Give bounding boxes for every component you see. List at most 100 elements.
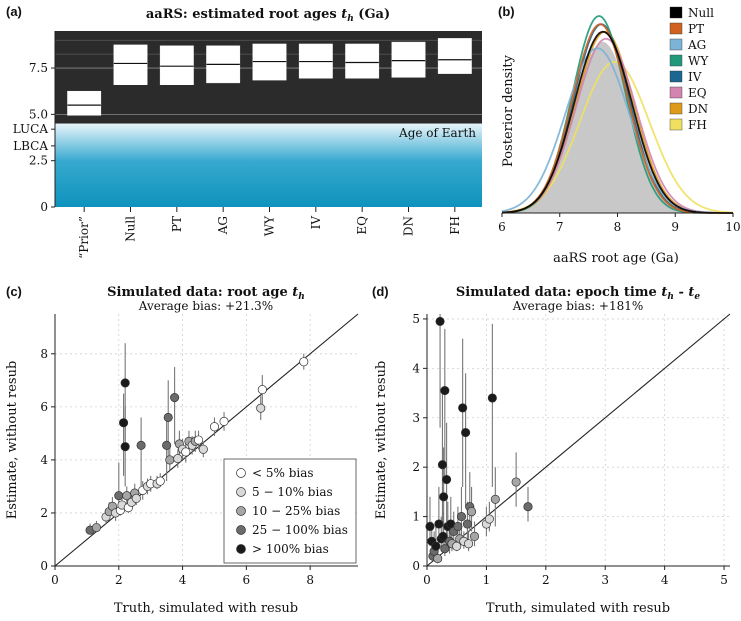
- panel-c-y-tick-label: 8: [40, 347, 48, 361]
- legend-label-ag: AG: [687, 38, 706, 52]
- panel-b: (b) 6 7 8 9 10 Posterior density aaRS root a…: [498, 4, 741, 266]
- panel-c-point: [91, 522, 102, 533]
- panel-d-point: [523, 502, 533, 512]
- panel-c-x-tick-label: 2: [115, 573, 123, 587]
- box-eq: [345, 43, 380, 79]
- panel-a-x-tick-label: AG: [216, 216, 230, 235]
- panel-c-point: [131, 493, 141, 503]
- panel-d-point: [431, 541, 441, 551]
- legend-label-pt: PT: [688, 22, 704, 36]
- legend-marker-bin-0: [236, 468, 246, 478]
- panel-a-label: (a): [6, 4, 22, 19]
- panel-c: (c) Simulated data: root age th Average …: [5, 284, 359, 616]
- panel-a-x-tick-label: DN: [402, 216, 416, 236]
- box-pt: [159, 45, 194, 85]
- panel-d-x-tick-label: 4: [661, 573, 669, 587]
- panel-d-y-tick-label: 3: [412, 411, 420, 425]
- panel-d-point: [458, 403, 468, 413]
- panel-a-x-tick-label: PT: [170, 216, 184, 232]
- panel-c-legend: < 5% bias 5 − 10% bias 10 − 25% bias 25 − 1…: [223, 458, 357, 564]
- box-prior: [67, 90, 102, 116]
- panel-c-x-tick-label: 8: [306, 573, 314, 587]
- legend-swatch-eq: [669, 86, 683, 99]
- legend-label-fh: FH: [688, 118, 707, 132]
- panel-d-point: [461, 428, 471, 438]
- panel-a-x-tick-label: IV: [309, 216, 323, 230]
- panel-d-y-tick-label: 0: [412, 559, 420, 573]
- panel-d: (d) Simulated data: epoch time th - te A…: [372, 284, 731, 616]
- panel-d-title: Simulated data: epoch time th - te: [456, 285, 701, 302]
- panel-c-point: [155, 476, 165, 486]
- panel-d-point: [469, 531, 480, 541]
- panel-c-point: [209, 422, 220, 432]
- age-of-earth-band: [55, 123, 482, 207]
- panel-d-x-tick-label: 5: [720, 573, 728, 587]
- panel-d-subtitle: Average bias: +181%: [512, 299, 644, 313]
- panel-d-point: [435, 316, 445, 326]
- panel-d-y-label: Estimate, without resub: [374, 361, 389, 520]
- panel-a-x-tick-label: WY: [263, 215, 277, 236]
- panel-d-x-tick-label: 3: [601, 573, 609, 587]
- panel-c-point: [120, 378, 130, 388]
- legend-label-bin-1: 5 − 10% bias: [252, 485, 333, 499]
- panel-d-x-tick-label: 1: [483, 573, 491, 587]
- panel-d-point: [437, 460, 447, 470]
- panel-c-x-tick-label: 6: [243, 573, 251, 587]
- panel-d-point: [442, 474, 452, 485]
- panel-c-point: [136, 440, 146, 450]
- legend-label-null: Null: [688, 6, 714, 20]
- legend-swatch-wy: [669, 54, 683, 67]
- legend-label-bin-2: 10 − 25% bias: [252, 504, 340, 518]
- panel-a-y-tick-label: 7.5: [29, 61, 48, 75]
- panel-d-label: (d): [372, 284, 389, 299]
- panel-c-point: [193, 435, 204, 445]
- panel-c-point: [181, 447, 191, 457]
- panel-c-y-tick-label: 2: [40, 506, 48, 520]
- legend-swatch-iv: [669, 70, 683, 83]
- panel-a-y-tick-label: 5.0: [29, 107, 48, 121]
- legend-marker-bin-4: [236, 544, 246, 554]
- panel-c-x-label: Truth, simulated with resub: [114, 601, 298, 616]
- panel-c-y-tick-label: 6: [40, 400, 48, 414]
- panel-b-y-label: Posterior density: [501, 54, 516, 167]
- panel-c-identity-line: [54, 313, 359, 567]
- panel-d-identity-line: [426, 313, 731, 567]
- panel-d-point: [433, 554, 443, 564]
- panel-c-point: [120, 442, 130, 452]
- panel-b-legend: Null PT AG WY IV EQ DN FH: [669, 6, 714, 132]
- panel-c-title: Simulated data: root age th: [107, 285, 305, 302]
- legend-swatch-null: [669, 6, 683, 19]
- panel-c-point: [162, 440, 172, 450]
- panel-c-point: [256, 403, 266, 413]
- density-curve-null: [501, 30, 733, 214]
- panel-c-point: [173, 454, 183, 464]
- panel-d-point: [425, 521, 435, 532]
- panel-a: (a) aaRS: estimated root ages th (Ga) Ag…: [6, 4, 482, 259]
- legend-swatch-ag: [669, 38, 683, 51]
- panel-c-point: [219, 416, 229, 426]
- panel-d-y-tick-label: 4: [412, 361, 420, 375]
- panel-d-x-label: Truth, simulated with resub: [486, 601, 670, 616]
- legend-label-eq: EQ: [688, 86, 707, 100]
- box-fh: [437, 38, 472, 74]
- panel-d-point: [434, 519, 444, 529]
- panel-d-point: [453, 521, 463, 532]
- legend-marker-bin-1: [236, 487, 246, 497]
- legend-swatch-pt: [669, 22, 683, 35]
- panel-d-y-tick-label: 2: [412, 460, 420, 474]
- legend-swatch-dn: [669, 102, 683, 115]
- panel-c-legend-box: [223, 458, 357, 564]
- legend-label-bin-0: < 5% bias: [252, 466, 314, 480]
- panel-a-x-tick-label: “Prior”: [77, 216, 91, 259]
- panel-b-x-tick-label: 8: [614, 220, 622, 234]
- panel-d-point: [484, 514, 494, 524]
- panel-b-density-curves: [501, 15, 734, 214]
- panel-a-boxes: [67, 38, 472, 116]
- panel-c-x-tick-label: 0: [51, 573, 59, 587]
- panel-a-y-tick-label: 2.5: [29, 154, 48, 168]
- panel-d-point: [467, 507, 477, 517]
- legend-swatch-fh: [669, 118, 683, 131]
- panel-c-subtitle: Average bias: +21.3%: [138, 299, 273, 313]
